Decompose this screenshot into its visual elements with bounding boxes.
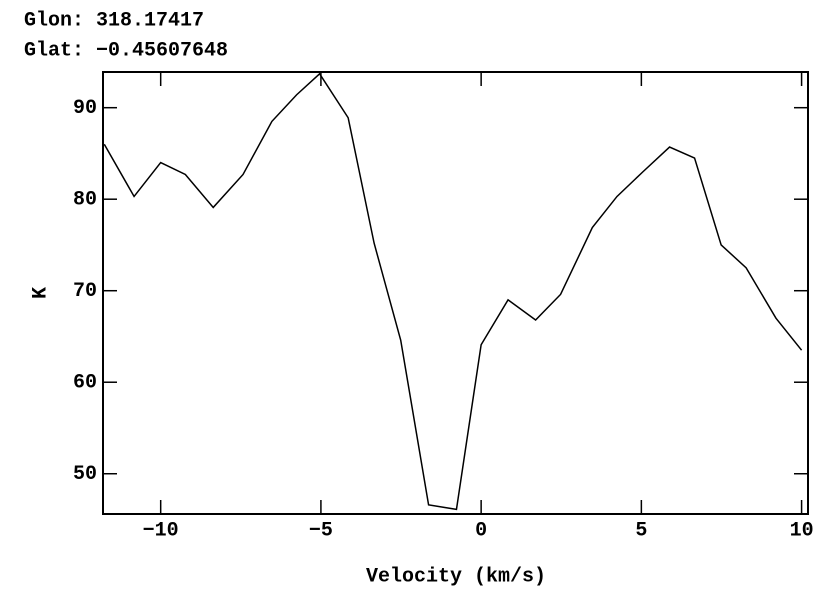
x-tick-label: 10: [790, 519, 814, 542]
x-tick-label: −10: [143, 519, 179, 542]
x-axis-label: Velocity (km/s): [366, 565, 546, 588]
x-tick-label: 0: [475, 519, 487, 542]
y-tick-label: 70: [73, 280, 97, 303]
y-tick-label: 50: [73, 463, 97, 486]
y-tick-label: 90: [73, 97, 97, 120]
y-tick-label: 60: [73, 372, 97, 395]
y-tick-label: 80: [73, 188, 97, 211]
data-line: [103, 72, 803, 511]
x-tick-label: −5: [309, 519, 333, 542]
plot-frame: [102, 71, 809, 515]
glon-label: Glon: 318.17417: [24, 9, 204, 32]
x-tick-label: 5: [635, 519, 647, 542]
y-axis-label: K: [29, 287, 52, 299]
glat-label: Glat: −0.45607648: [24, 39, 228, 62]
